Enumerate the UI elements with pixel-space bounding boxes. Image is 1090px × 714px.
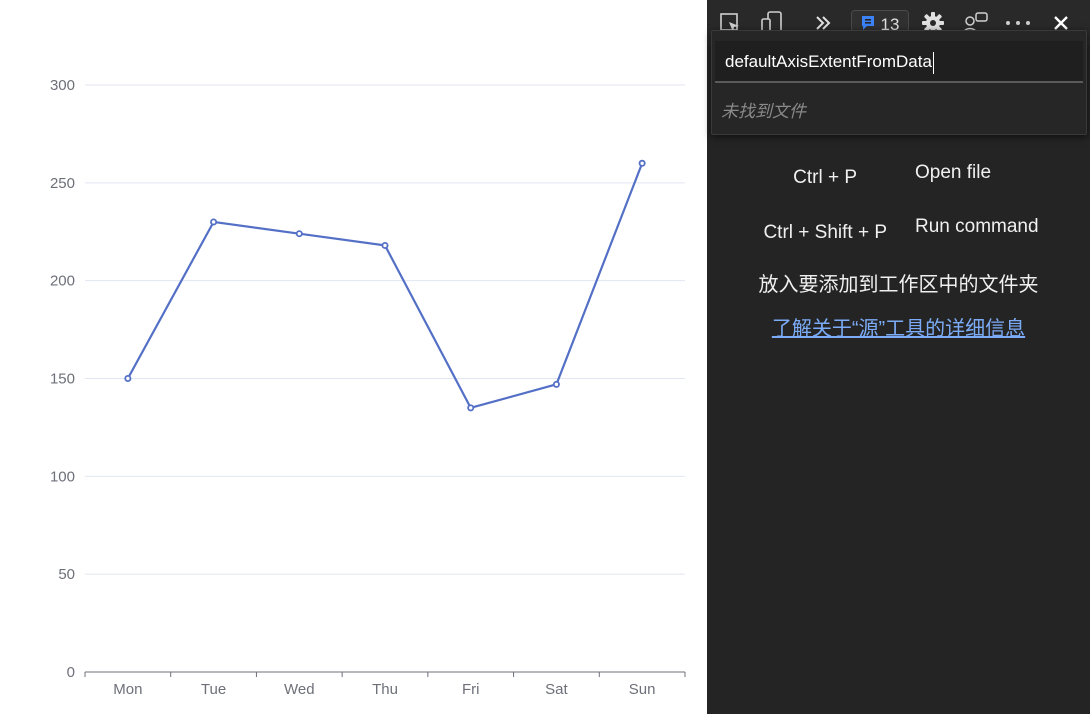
x-tick-label: Thu: [372, 681, 398, 698]
chart-panel: 0 50 100 150 200 250 300 Mon Tue Wed Thu Fri Sat Sun: [49, 77, 686, 698]
learn-more-link[interactable]: 了解关于“源”工具的详细信息: [771, 318, 1026, 340]
shortcut-run-command-label: Run command: [915, 216, 1039, 237]
more-options-icon[interactable]: [1004, 10, 1032, 36]
issues-count: 13: [880, 15, 900, 34]
data-point: [381, 241, 389, 249]
x-tick-label: Tue: [201, 681, 226, 698]
shortcut-open-file-keys: Ctrl + P: [793, 167, 857, 188]
no-results-message: 未找到文件: [721, 102, 806, 121]
y-tick-label: 0: [67, 664, 75, 681]
y-tick-label: 250: [50, 175, 75, 192]
shortcut-open-file-label: Open file: [915, 162, 992, 183]
y-tick-label: 200: [50, 273, 75, 290]
series-line: [126, 162, 644, 409]
y-tick-label: 50: [58, 566, 75, 583]
y-tick-label: 150: [50, 371, 75, 388]
data-point: [295, 230, 303, 238]
close-icon[interactable]: [1049, 10, 1073, 36]
y-tick-label: 100: [50, 468, 75, 485]
data-point: [124, 374, 132, 382]
devtools-panel: 13 未找到文件 Ctrl + P Open file Ctrl + Shift…: [707, 0, 1090, 714]
drop-folder-hint: 放入要添加到工作区中的文件夹: [758, 274, 1039, 296]
shortcut-run-command-keys: Ctrl + Shift + P: [763, 222, 887, 243]
quick-open-input[interactable]: [725, 49, 1065, 75]
y-tick-label: 300: [50, 77, 75, 94]
text-caret: [933, 52, 934, 74]
issues-icon: [861, 15, 875, 36]
data-point: [552, 380, 560, 388]
x-tick-label: Fri: [462, 681, 480, 698]
x-tick-label: Sun: [629, 681, 656, 698]
line-chart: 0 50 100 150 200 250 300 Mon Tue Wed Thu Fri Sat Sun: [50, 77, 686, 698]
quick-open-input-wrapper: [715, 41, 1083, 83]
x-tick-label: Mon: [113, 681, 142, 698]
more-tabs-icon[interactable]: [811, 10, 835, 36]
data-point: [210, 218, 218, 226]
x-tick-label: Wed: [284, 681, 315, 698]
quick-open-dialog: 未找到文件: [711, 30, 1087, 135]
x-tick-label: Sat: [545, 681, 568, 698]
data-point: [638, 159, 646, 167]
data-point: [467, 404, 475, 412]
